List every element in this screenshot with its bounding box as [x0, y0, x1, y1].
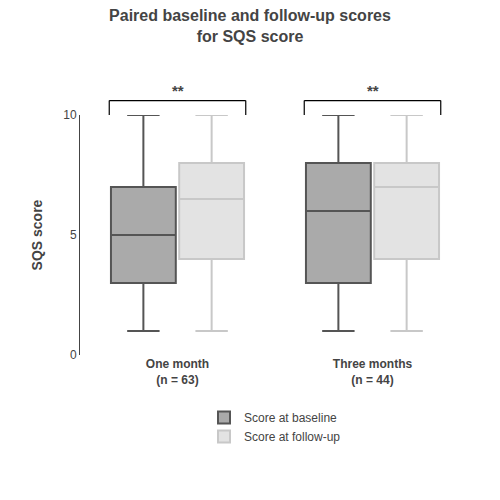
- svg-text:Paired baseline and follow-up: Paired baseline and follow-up scoresfor …: [109, 7, 391, 45]
- svg-text:**: **: [172, 82, 184, 99]
- svg-text:Score at baseline: Score at baseline: [244, 411, 337, 425]
- svg-text:**: **: [367, 82, 379, 99]
- svg-text:Score at follow-up: Score at follow-up: [244, 430, 340, 444]
- svg-text:10: 10: [63, 108, 77, 122]
- svg-text:One month(n = 63): One month(n = 63): [146, 357, 209, 387]
- svg-text:Three months(n = 44): Three months(n = 44): [333, 357, 413, 387]
- svg-text:SQS score: SQS score: [29, 199, 45, 270]
- svg-text:5: 5: [70, 228, 77, 242]
- svg-text:0: 0: [70, 348, 77, 362]
